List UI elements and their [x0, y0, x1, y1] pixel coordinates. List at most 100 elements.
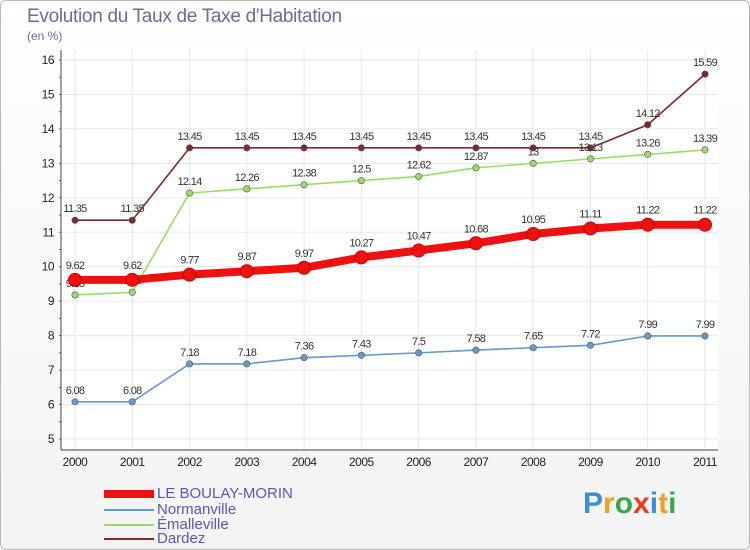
data-point [472, 144, 480, 152]
data-label: 13.13 [578, 142, 603, 154]
data-point [640, 217, 655, 232]
y-tick-label: 14 [42, 122, 55, 136]
y-tick-label: 15 [42, 87, 55, 101]
data-point [71, 291, 79, 299]
data-point [586, 155, 594, 163]
data-label: 7.18 [238, 347, 257, 359]
y-tick-label: 16 [42, 53, 55, 67]
y-tick-label: 7 [48, 363, 55, 377]
logo-letter: x [633, 487, 650, 520]
data-point [354, 250, 369, 265]
data-label: 13.26 [636, 137, 661, 149]
y-tick-label: 13 [42, 156, 55, 170]
data-point [472, 346, 480, 354]
data-label: 12.5 [352, 164, 371, 176]
data-label: 13.45 [178, 131, 203, 143]
data-label: 7.72 [581, 328, 600, 340]
data-point [411, 243, 426, 258]
legend-label-emalleville: Émalleville [157, 516, 229, 533]
data-label: 12.14 [178, 176, 203, 188]
data-label: 6.08 [66, 385, 85, 397]
data-label: 11.22 [693, 205, 717, 217]
data-point [583, 221, 598, 236]
data-label: 13.39 [693, 133, 718, 145]
data-label: 9.62 [123, 260, 142, 272]
y-tick-label: 12 [42, 191, 55, 205]
proxiti-logo: Proxiti [583, 487, 676, 521]
legend-swatch-dardez [104, 538, 154, 540]
data-label: 7.18 [180, 347, 199, 359]
plot-area [61, 50, 718, 450]
data-point [128, 288, 136, 296]
logo-letter: r [603, 487, 615, 520]
chart-title: Evolution du Taux de Taxe d'Habitation [27, 6, 342, 27]
data-point [186, 144, 194, 152]
data-label: 13.45 [521, 131, 546, 143]
data-point [243, 144, 251, 152]
data-point [243, 360, 251, 368]
data-label: 9.62 [66, 260, 85, 272]
series-line-dardez [74, 73, 706, 222]
legend-label-normanville: Normanville [157, 501, 237, 518]
data-point [586, 144, 594, 152]
data-point [701, 332, 709, 340]
data-label: 12.26 [235, 172, 260, 184]
data-label: 11.11 [579, 208, 602, 220]
y-tick-label: 6 [48, 398, 55, 412]
data-point [415, 349, 423, 357]
x-tick-label: 2004 [292, 455, 318, 469]
data-label: 13.45 [407, 131, 432, 143]
data-point [529, 144, 537, 152]
data-point [472, 164, 480, 172]
data-point [68, 272, 82, 287]
data-label: 7.65 [524, 331, 543, 343]
data-label: 7.36 [295, 341, 314, 353]
logo-letter: P [583, 487, 604, 520]
data-label: 10.68 [464, 223, 489, 235]
data-point [300, 354, 308, 362]
data-label: 15.59 [693, 57, 718, 69]
data-point [701, 146, 709, 154]
data-label: 11.22 [636, 205, 660, 217]
legend-swatch-emalleville [104, 524, 154, 526]
y-tick-label: 8 [48, 329, 55, 343]
data-label: 7.43 [352, 338, 371, 350]
data-label: 13 [528, 146, 539, 158]
data-point [128, 398, 136, 406]
data-point [300, 144, 308, 152]
x-tick-label: 2002 [177, 455, 203, 469]
legend-label-le-boulay-morin: LE BOULAY-MORIN [157, 485, 293, 502]
data-label: 9.97 [295, 248, 314, 260]
data-label: 13.45 [349, 131, 374, 143]
data-point [71, 398, 79, 406]
data-point [698, 217, 712, 232]
data-label: 14.12 [636, 108, 661, 120]
data-point [357, 351, 365, 359]
x-tick-label: 2007 [464, 455, 490, 469]
series-line-normanville [74, 335, 706, 403]
x-tick-label: 2011 [693, 455, 718, 469]
legend-label-dardez: Dardez [157, 530, 206, 547]
data-point [297, 260, 312, 275]
data-point [644, 121, 652, 129]
x-tick-label: 2001 [120, 455, 146, 469]
data-label: 11.35 [121, 203, 145, 215]
data-label: 7.99 [696, 319, 715, 331]
data-point [243, 185, 251, 193]
data-point [239, 264, 254, 279]
chart-subtitle: (en %) [27, 29, 63, 43]
series-line--malleville [74, 149, 706, 296]
data-point [182, 267, 197, 282]
data-point [71, 216, 79, 224]
data-label: 10.47 [407, 231, 432, 243]
data-point [128, 216, 136, 224]
data-label: 6.08 [123, 385, 142, 397]
data-point [357, 177, 365, 185]
data-label: 9.77 [180, 255, 199, 267]
data-label: 9.87 [238, 251, 257, 263]
data-point [357, 144, 365, 152]
x-tick-label: 2003 [234, 455, 260, 469]
data-label: 7.99 [638, 319, 657, 331]
data-label: 12.87 [464, 151, 489, 163]
